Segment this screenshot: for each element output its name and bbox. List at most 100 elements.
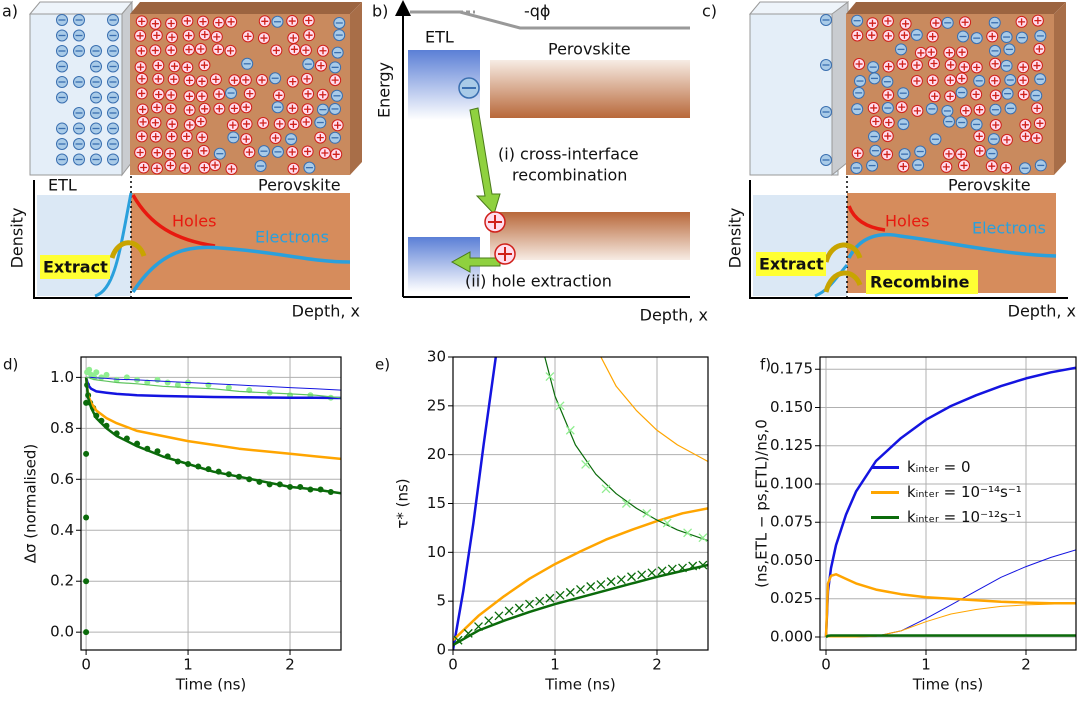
hole-sign — [898, 60, 906, 68]
hole-sign — [181, 164, 189, 172]
hole-sign — [214, 45, 222, 53]
hole-sign — [136, 148, 144, 156]
data-point — [601, 484, 611, 494]
axes — [33, 180, 352, 299]
hole-sign — [201, 31, 209, 39]
hole-sign — [498, 247, 512, 261]
data-point — [657, 566, 667, 576]
data-point — [474, 622, 483, 632]
hole-sign — [946, 76, 954, 84]
hole-sign — [917, 49, 925, 57]
y-tick-label: 10 — [427, 543, 446, 561]
hole-sign — [211, 161, 219, 169]
hole-sign — [304, 90, 312, 98]
plot-area — [83, 366, 341, 636]
x-axis-label: Depth, x — [640, 306, 708, 325]
hole-sign — [227, 18, 235, 26]
data-point — [504, 606, 514, 616]
panel-a: a) ETL Perovskite Holes Electrons Extrac… — [2, 0, 362, 321]
extract-box — [756, 252, 826, 276]
data-point — [535, 596, 545, 606]
hole-sign — [289, 34, 297, 42]
hole-sign — [317, 62, 325, 70]
electrons-curve — [131, 245, 351, 293]
x-tick-label: 1 — [550, 656, 560, 674]
chart: 0 1 2 0.0 0.2 0.4 0.6 0.8 1.0 Time (ns) Δσ (normal… — [3, 356, 342, 694]
hole-sign — [230, 104, 238, 112]
y-tick-label: 0.000 — [770, 627, 813, 645]
data-point — [113, 376, 120, 383]
x-tick-label: 0 — [448, 656, 458, 674]
hole-sign — [136, 32, 144, 40]
hole-sign — [316, 134, 324, 142]
x-tick-label: 1 — [183, 656, 193, 674]
hole-sign — [960, 161, 968, 169]
hole-sign — [153, 31, 161, 39]
extract-box — [40, 255, 110, 279]
data-point — [463, 628, 473, 638]
hole-sign — [166, 162, 174, 170]
x-tick-label: 0 — [821, 656, 831, 674]
hole-sign — [884, 132, 892, 140]
etl-region — [37, 195, 131, 296]
data-point — [164, 379, 171, 386]
series-line — [825, 634, 1076, 639]
electrons-label: Electrons — [972, 219, 1046, 238]
y-tick-label: 0.0 — [50, 623, 74, 641]
hole-sign — [200, 164, 208, 172]
hole-sign — [155, 90, 163, 98]
hole-sign — [884, 91, 892, 99]
hole-sign — [213, 33, 221, 41]
data-point — [627, 572, 636, 582]
hole-sign — [288, 104, 296, 112]
hole-sign — [1019, 63, 1027, 71]
perovskite-top — [846, 2, 1066, 14]
hole-sign — [929, 33, 937, 41]
data-point — [606, 577, 616, 587]
hole-sign — [958, 75, 966, 83]
series-line — [84, 377, 341, 400]
hole-sign — [332, 150, 340, 158]
hole-sign — [991, 77, 999, 85]
data-point — [98, 374, 105, 381]
hole-sign — [137, 47, 145, 55]
perovskite-side — [1054, 2, 1066, 175]
hole-sign — [167, 91, 175, 99]
x-axis-label: Depth, x — [1008, 302, 1076, 321]
etl-electrons — [814, 263, 849, 298]
hole-sign — [167, 105, 175, 113]
perovskite-side — [350, 2, 362, 175]
hole-sign — [302, 118, 310, 126]
hole-sign — [139, 118, 147, 126]
series-line — [453, 507, 708, 642]
y-tick-label: 0.2 — [50, 572, 74, 590]
extract-label: Extract — [759, 255, 824, 274]
perovskite-top — [130, 2, 362, 14]
recombine-box — [866, 270, 978, 294]
hole-sign — [227, 47, 235, 55]
x-tick-label: 0 — [81, 656, 91, 674]
hole-sign — [151, 20, 159, 28]
hole-sign — [272, 134, 280, 142]
plot-area — [453, 357, 708, 650]
hole-sign — [872, 118, 880, 126]
x-tick-label: 2 — [1021, 656, 1031, 674]
hole-sign — [1036, 119, 1044, 127]
series-line — [453, 357, 498, 650]
legend-label: kᵢₙₜₑᵣ = 10⁻¹²s⁻¹ — [907, 508, 1022, 526]
hole-sign — [961, 18, 969, 26]
data-point — [667, 564, 677, 574]
hole-sign — [1033, 134, 1041, 142]
etl-electrons — [94, 192, 133, 298]
perovskite-vb — [490, 212, 690, 260]
data-point — [494, 611, 504, 621]
hole-sign — [319, 91, 327, 99]
hole-sign — [334, 121, 342, 129]
panel-label: b) — [372, 2, 388, 21]
panel-label: e) — [375, 356, 390, 374]
legend-label: kᵢₙₜₑᵣ = 10⁻¹⁴s⁻¹ — [907, 483, 1022, 501]
recombine-label: Recombine — [870, 273, 970, 292]
hole-sign — [242, 76, 250, 84]
data-point — [576, 584, 585, 594]
hole-sign — [153, 149, 161, 157]
